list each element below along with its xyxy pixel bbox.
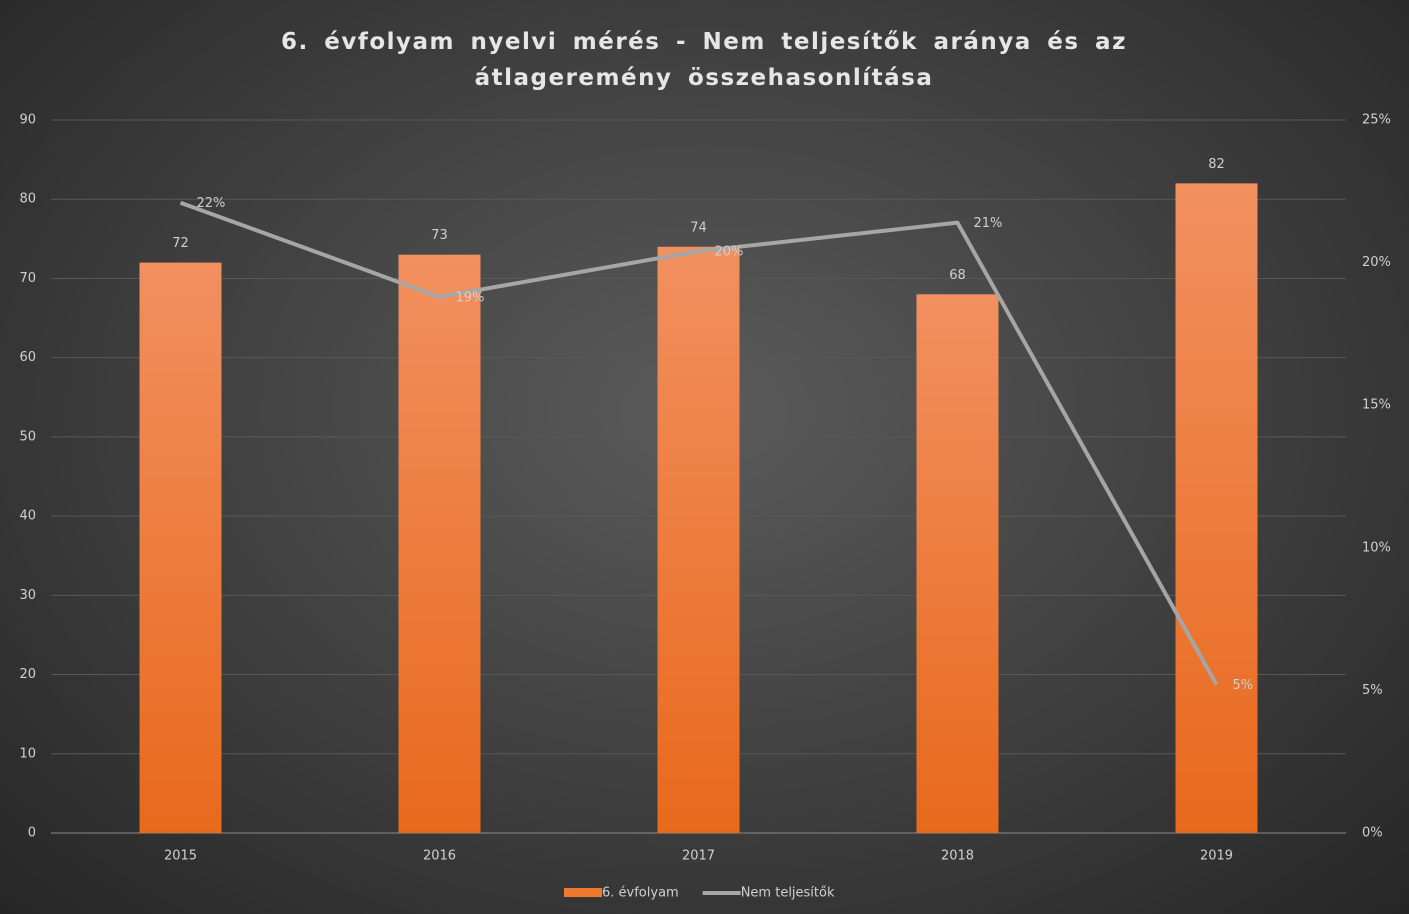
bar (139, 262, 222, 834)
y-tick-label: 50 (19, 429, 36, 444)
y-tick-label: 10 (19, 746, 36, 761)
line-value-label: 19% (456, 290, 485, 305)
legend-swatch (564, 888, 602, 897)
y2-tick-label: 5% (1362, 683, 1383, 698)
y2-tick-label: 20% (1362, 255, 1391, 270)
legend-label: Nem teljesítők (741, 886, 835, 901)
x-tick-label: 2015 (164, 849, 197, 864)
y-tick-label: 80 (19, 192, 36, 207)
y2-tick-label: 25% (1362, 113, 1391, 128)
y-tick-label: 70 (19, 271, 36, 286)
chart-title: 6. évfolyam nyelvi mérés - Nem teljesítő… (281, 29, 1127, 91)
bar-value-label: 82 (1208, 157, 1225, 172)
bar (657, 246, 740, 833)
bar-value-label: 68 (949, 268, 966, 283)
line (179, 200, 1219, 686)
y-tick-label: 20 (19, 667, 36, 682)
bar-value-label: 74 (690, 220, 707, 235)
line-value-label: 20% (715, 245, 744, 260)
line-value-label: 22% (197, 196, 226, 211)
legend-label: 6. évfolyam (602, 886, 679, 901)
x-tick-label: 2019 (1200, 849, 1233, 864)
line-value-label: 5% (1233, 678, 1254, 693)
y-tick-label: 60 (19, 350, 36, 365)
bar (398, 254, 481, 833)
bar (916, 294, 999, 833)
y-tick-label: 90 (19, 113, 36, 128)
y2-tick-label: 0% (1362, 826, 1383, 841)
y-tick-label: 0 (28, 826, 36, 841)
bar-value-label: 73 (431, 228, 448, 243)
y-tick-label: 30 (19, 588, 36, 603)
bar (1175, 183, 1258, 833)
x-tick-label: 2017 (682, 849, 715, 864)
y2-tick-label: 15% (1362, 398, 1391, 413)
x-tick-label: 2018 (941, 849, 974, 864)
line-value-label: 21% (974, 216, 1003, 231)
bar-value-label: 72 (172, 236, 189, 251)
y-tick-label: 40 (19, 509, 36, 524)
y2-tick-label: 10% (1362, 540, 1391, 555)
x-tick-label: 2016 (423, 849, 456, 864)
